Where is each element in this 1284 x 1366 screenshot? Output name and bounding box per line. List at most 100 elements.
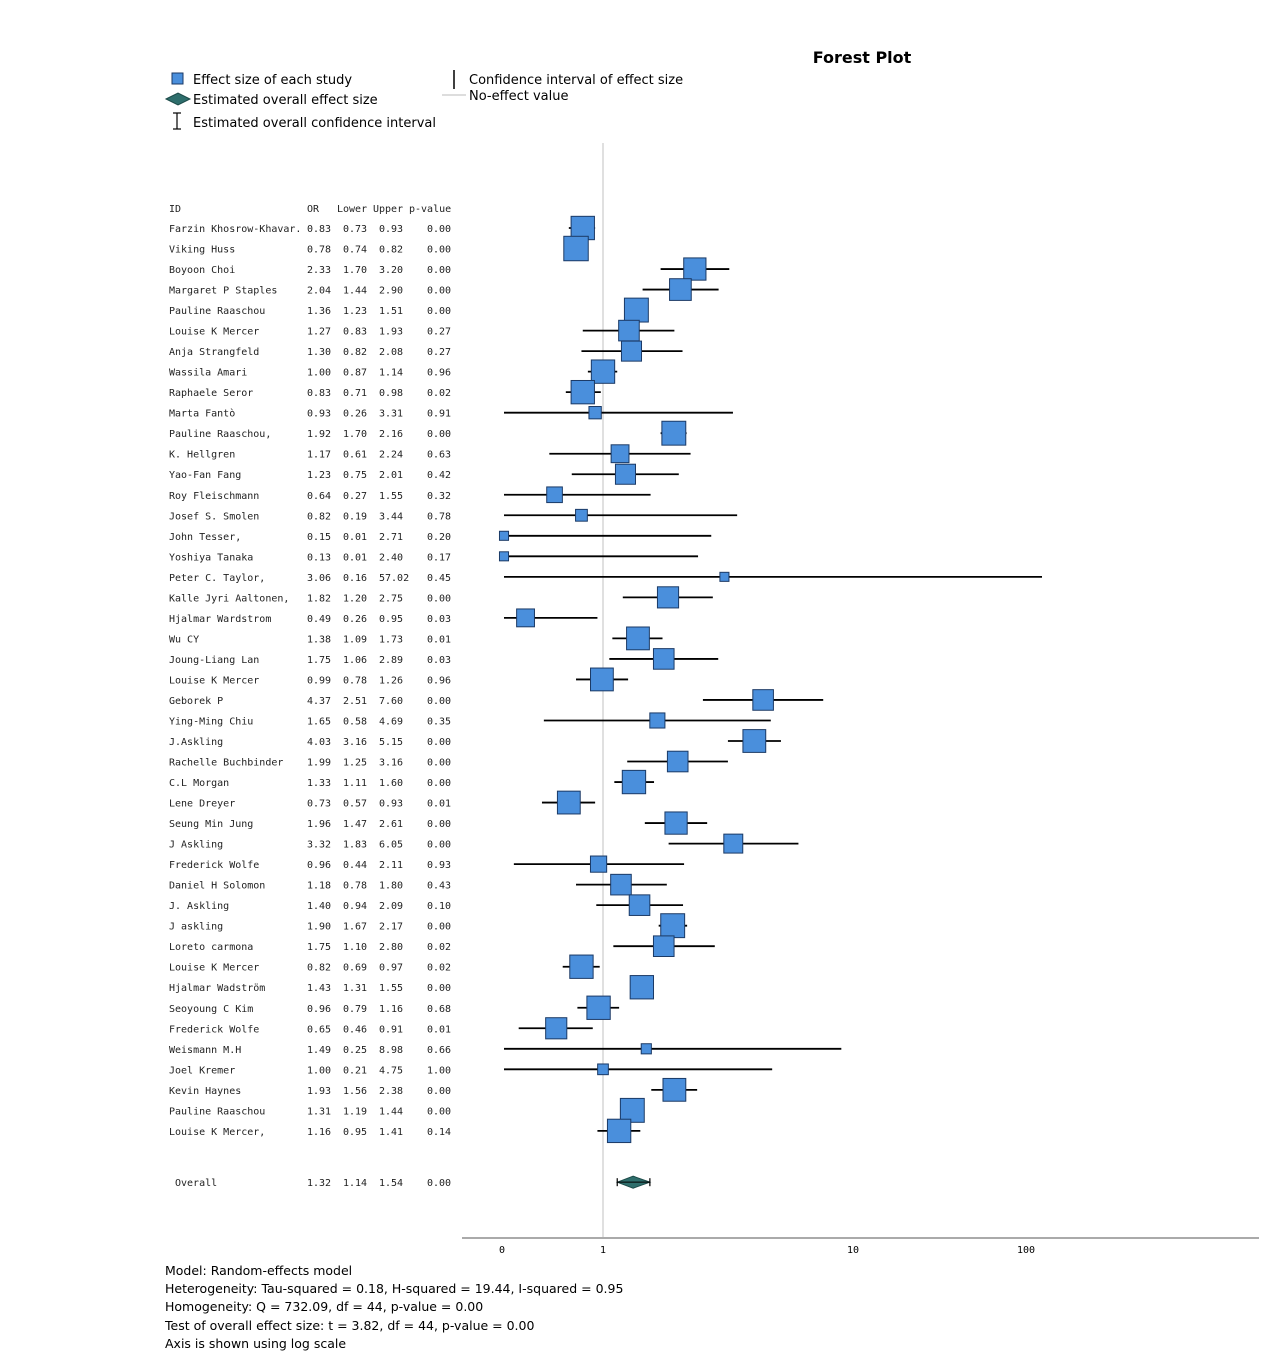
study-upper: 2.01 (379, 470, 403, 481)
legend-overall-ci-icon (173, 112, 181, 130)
table-row: Yao-Fan Fang 1.23 0.75 2.01 0.42 (169, 470, 451, 481)
study-id: Seung Min Jung (169, 819, 253, 830)
study-upper: 2.16 (379, 429, 403, 440)
legend: Effect size of each study Estimated over… (164, 70, 683, 131)
effect-square (640, 1043, 652, 1055)
effect-square (621, 769, 647, 795)
legend-no-effect-label: No-effect value (469, 89, 568, 104)
study-upper: 1.93 (379, 327, 403, 338)
study-upper: 1.55 (379, 491, 403, 502)
study-pvalue: 0.02 (427, 942, 451, 953)
study-pvalue: 0.78 (427, 511, 451, 522)
study-pvalue: 0.00 (427, 1106, 451, 1117)
study-lower: 0.75 (343, 470, 367, 481)
study-pvalue: 0.32 (427, 491, 451, 502)
col-header-or: OR (307, 204, 320, 215)
table-row: Lene Dreyer 0.73 0.57 0.93 0.01 (169, 799, 451, 810)
study-pvalue: 0.00 (427, 306, 451, 317)
study-or: 1.16 (307, 1127, 331, 1138)
study-lower: 1.70 (343, 429, 367, 440)
study-pvalue: 1.00 (427, 1065, 451, 1076)
study-or: 0.83 (307, 388, 331, 399)
study-upper: 1.44 (379, 1106, 403, 1117)
table-row: Rachelle Buchbinder 1.99 1.25 3.16 0.00 (169, 758, 451, 769)
study-pvalue: 0.42 (427, 470, 451, 481)
study-lower: 0.73 (343, 224, 367, 235)
study-upper: 2.17 (379, 922, 403, 933)
study-id: Lene Dreyer (169, 799, 235, 810)
effect-square (626, 626, 650, 651)
table-row: Wu CY 1.38 1.09 1.73 0.01 (169, 634, 451, 645)
study-lower: 3.16 (343, 737, 367, 748)
study-pvalue: 0.00 (427, 696, 451, 707)
x-tick-label: 100 (1017, 1245, 1035, 1256)
study-upper: 0.95 (379, 614, 403, 625)
study-or: 1.00 (307, 368, 331, 379)
study-pvalue: 0.00 (427, 778, 451, 789)
study-id: Louise K Mercer (169, 963, 259, 974)
table-row: J askling 1.90 1.67 2.17 0.00 (169, 922, 451, 933)
study-pvalue: 0.35 (427, 716, 451, 727)
effect-square (556, 790, 581, 815)
col-header-id: ID (169, 204, 181, 215)
effect-square (610, 444, 630, 464)
study-id: C.L Morgan (169, 778, 229, 789)
table-row: Peter C. Taylor, 3.06 0.16 57.02 0.45 (169, 573, 451, 584)
table-row: Viking Huss 0.78 0.74 0.82 0.00 (169, 245, 451, 256)
study-id: Wu CY (169, 634, 199, 645)
study-or: 1.65 (307, 716, 331, 727)
effect-square (652, 935, 675, 958)
study-upper: 1.80 (379, 881, 403, 892)
study-id: Hjalmar Wardstrom (169, 614, 271, 625)
effect-square (546, 486, 563, 504)
study-lower: 0.01 (343, 552, 367, 563)
study-pvalue: 0.00 (427, 819, 451, 830)
study-id: Anja Strangfeld (169, 347, 259, 358)
table-row: Frederick Wolfe 0.96 0.44 2.11 0.93 (169, 860, 451, 871)
study-id: Raphaele Seror (169, 388, 253, 399)
study-upper: 2.11 (379, 860, 403, 871)
study-or: 1.99 (307, 758, 331, 769)
footer-heterogeneity: Heterogeneity: Tau-squared = 0.18, H-squ… (165, 1281, 623, 1296)
study-id: Weismann M.H (169, 1045, 241, 1056)
effect-square (614, 463, 637, 485)
study-upper: 3.20 (379, 265, 403, 276)
effect-square (570, 379, 595, 405)
study-pvalue: 0.00 (427, 922, 451, 933)
study-pvalue: 0.01 (427, 1024, 451, 1035)
effect-square (545, 1017, 568, 1040)
study-pvalue: 0.63 (427, 450, 451, 461)
study-upper: 1.14 (379, 368, 403, 379)
study-upper: 1.16 (379, 1004, 403, 1015)
study-lower: 0.94 (343, 901, 367, 912)
study-id: J.Askling (169, 737, 223, 748)
table-row: Hjalmar Wadström 1.43 1.31 1.55 0.00 (169, 983, 451, 994)
study-upper: 57.02 (379, 573, 409, 584)
study-lower: 0.21 (343, 1065, 367, 1076)
study-lower: 0.27 (343, 491, 367, 502)
legend-overall-label: Estimated overall effect size (193, 93, 378, 108)
study-lower: 0.78 (343, 675, 367, 686)
study-id: Ying-Ming Chiu (169, 716, 253, 727)
study-id: Pauline Raaschou, (169, 429, 271, 440)
study-pvalue: 0.93 (427, 860, 451, 871)
study-or: 1.18 (307, 881, 331, 892)
table-row: J. Askling 1.40 0.94 2.09 0.10 (169, 901, 451, 912)
study-lower: 0.46 (343, 1024, 367, 1035)
study-lower: 1.19 (343, 1106, 367, 1117)
study-lower: 1.14 (343, 1178, 367, 1189)
footer-homogeneity: Homogeneity: Q = 732.09, df = 44, p-valu… (165, 1299, 483, 1314)
study-or: 0.73 (307, 799, 331, 810)
footer-model: Model: Random-effects model (165, 1263, 352, 1278)
table-header: ID OR Lower Upper p-value (169, 204, 451, 215)
study-id: Hjalmar Wadström (169, 983, 265, 994)
effect-square (606, 1118, 632, 1144)
study-pvalue: 0.00 (427, 265, 451, 276)
study-id: Wassila Amari (169, 368, 247, 379)
study-id: Viking Huss (169, 245, 235, 256)
table-row: Louise K Mercer 0.99 0.78 1.26 0.96 (169, 675, 451, 686)
effect-square (629, 975, 655, 1000)
study-or: 1.92 (307, 429, 331, 440)
study-upper: 0.93 (379, 799, 403, 810)
